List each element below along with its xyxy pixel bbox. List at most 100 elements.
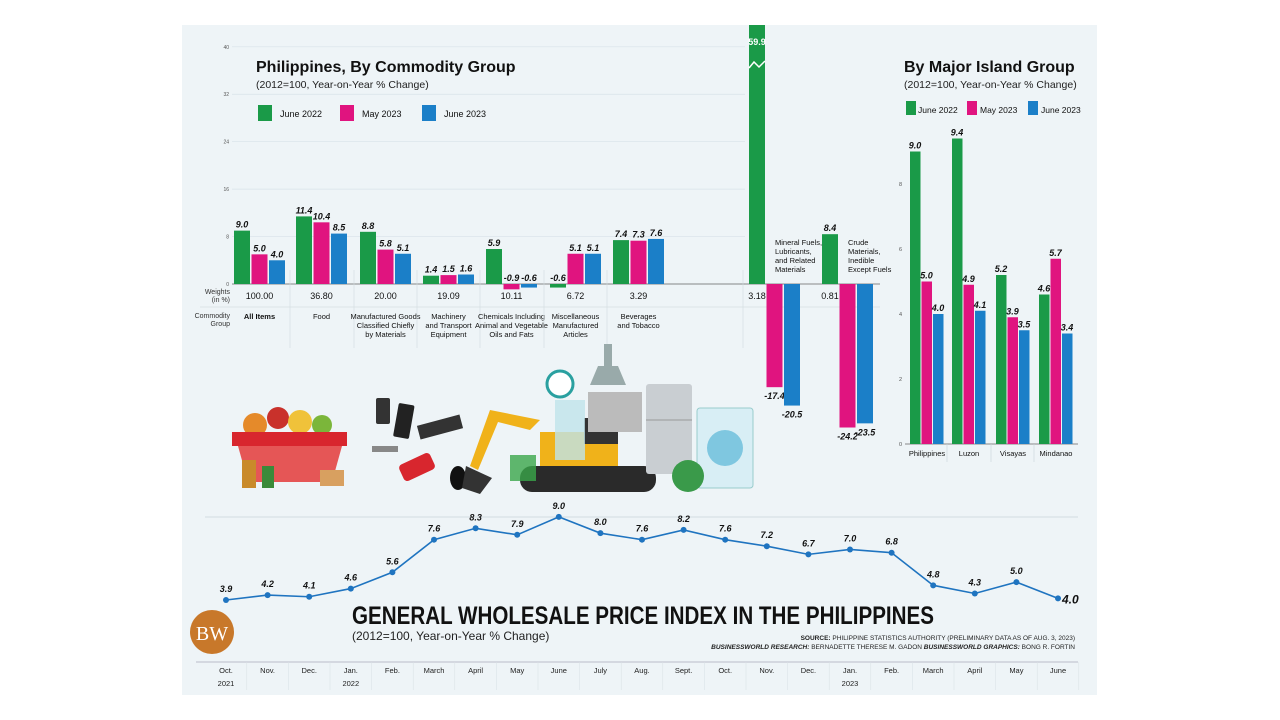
group-row-label: Commodity	[195, 313, 231, 320]
bar-may-2023	[839, 284, 856, 428]
data-label: 7.3	[632, 230, 645, 240]
bar-june-2023	[521, 284, 537, 288]
data-label: 9.0	[553, 501, 566, 511]
bar-may-2023	[567, 253, 584, 284]
y-tick-label: 8	[899, 182, 902, 188]
category-label: Manufactured Goods Classified Chiefly by M…	[350, 312, 420, 339]
data-label: 5.0	[1010, 566, 1023, 576]
year-label: 2022	[342, 679, 359, 688]
credits-line: BUSINESSWORLD RESEARCH: BERNADETTE THERE…	[711, 644, 1075, 651]
excavator-icon	[462, 410, 656, 494]
category-label: All Items	[244, 312, 275, 321]
grocery-basket-icon	[232, 407, 347, 488]
group-row-label-2: Group	[211, 321, 231, 328]
bar-june-2022	[996, 275, 1007, 444]
data-label: 4.0	[270, 249, 284, 259]
data-point	[389, 569, 396, 576]
bar-june-2022	[360, 231, 376, 284]
x-tick-label: Nov.	[759, 666, 774, 675]
bar-may-2023	[1050, 258, 1061, 444]
data-label: 6.8	[885, 537, 898, 547]
data-point	[680, 526, 687, 533]
category-label: Miscellaneous Manufactured Articles	[552, 312, 600, 339]
bar-june-2022	[296, 216, 312, 284]
data-label: -24.2	[837, 432, 858, 442]
bar-june-2023	[1019, 330, 1030, 444]
source-line: SOURCE: PHILIPPINE STATISTICS AUTHORITY …	[801, 635, 1075, 642]
weight-value: 10.11	[501, 291, 523, 301]
weight-value: 3.29	[630, 291, 648, 301]
y-tick-label: 32	[223, 92, 229, 98]
bar-june-2022	[1039, 294, 1050, 444]
axis-break-icon	[748, 60, 766, 69]
data-label: 5.1	[397, 243, 410, 253]
data-label: 4.8	[926, 569, 940, 579]
legend-label: June 2023	[444, 109, 486, 119]
legend-label: June 2023	[1041, 105, 1081, 115]
bar-june-2022	[423, 275, 439, 284]
data-label: 5.0	[253, 243, 266, 253]
data-label: 4.6	[1037, 284, 1052, 294]
y-tick-label: 0	[899, 442, 902, 448]
y-tick-label: 4	[899, 312, 902, 318]
data-label: 5.0	[920, 271, 933, 281]
legend-swatch	[340, 105, 354, 121]
data-label: -0.6	[521, 273, 538, 283]
data-label: 4.0	[1061, 592, 1079, 606]
commodity-illustration	[232, 344, 754, 494]
legend-swatch	[258, 105, 272, 121]
x-tick-label: Dec.	[301, 666, 316, 675]
data-label: 7.4	[615, 229, 628, 239]
data-label: 5.9	[488, 238, 501, 248]
fuel-nozzle-icon	[372, 446, 466, 490]
data-label: 7.2	[761, 530, 774, 540]
data-label: 1.5	[442, 264, 456, 274]
bar-may-2023	[503, 284, 520, 290]
category-label: Mineral Fuels, Lubricants, and Related Mate…	[775, 238, 822, 274]
data-label: 59.9	[748, 37, 766, 47]
data-point	[306, 593, 313, 600]
weight-value: 0.81	[821, 291, 839, 301]
appliances-icon	[510, 344, 754, 492]
data-label: 11.4	[296, 205, 313, 215]
x-tick-label: March	[923, 666, 944, 675]
data-point	[971, 590, 978, 597]
bw-logo	[190, 610, 234, 654]
data-point	[223, 597, 229, 603]
bar-june-2022	[822, 234, 838, 284]
weight-value: 3.18	[748, 291, 766, 301]
x-tick-label: June	[1050, 666, 1066, 675]
weight-value: 6.72	[567, 291, 585, 301]
data-label: 5.7	[1049, 248, 1063, 258]
data-label: 6.7	[802, 538, 816, 548]
bar-may-2023	[251, 254, 268, 284]
data-label: -20.5	[782, 410, 804, 420]
bar-june-2023	[458, 274, 474, 284]
bar-may-2023	[313, 222, 330, 284]
category-label: Visayas	[1000, 449, 1026, 458]
data-label: 8.4	[824, 223, 837, 233]
weight-value: 20.00	[374, 291, 397, 301]
data-label: 7.6	[428, 524, 442, 534]
data-label: -0.9	[504, 273, 520, 283]
data-label: 3.4	[1061, 323, 1074, 333]
category-label: Crude Materials, Inedible Except Fuels	[848, 238, 892, 274]
legend-swatch	[422, 105, 436, 121]
chart-subtitle: (2012=100, Year-on-Year % Change)	[256, 79, 429, 91]
y-tick-label: 6	[899, 247, 902, 253]
x-tick-label: June	[551, 666, 567, 675]
data-label: 7.6	[719, 524, 733, 534]
data-label: 8.3	[469, 512, 482, 522]
category-label: Beverages and Tobacco	[617, 312, 659, 330]
data-label: 5.8	[379, 239, 392, 249]
data-point	[597, 530, 604, 537]
x-tick-label: Oct.	[718, 666, 732, 675]
legend-label: May 2023	[362, 109, 402, 119]
data-label: 5.6	[386, 556, 400, 566]
bar-june-2023	[975, 310, 986, 444]
data-label: 1.6	[460, 264, 474, 274]
x-tick-label: Jan.	[344, 666, 358, 675]
weights-row-label-unit: (in %)	[212, 297, 230, 304]
weights-row-label: Weights	[205, 289, 231, 296]
bar-june-2022	[749, 25, 765, 284]
